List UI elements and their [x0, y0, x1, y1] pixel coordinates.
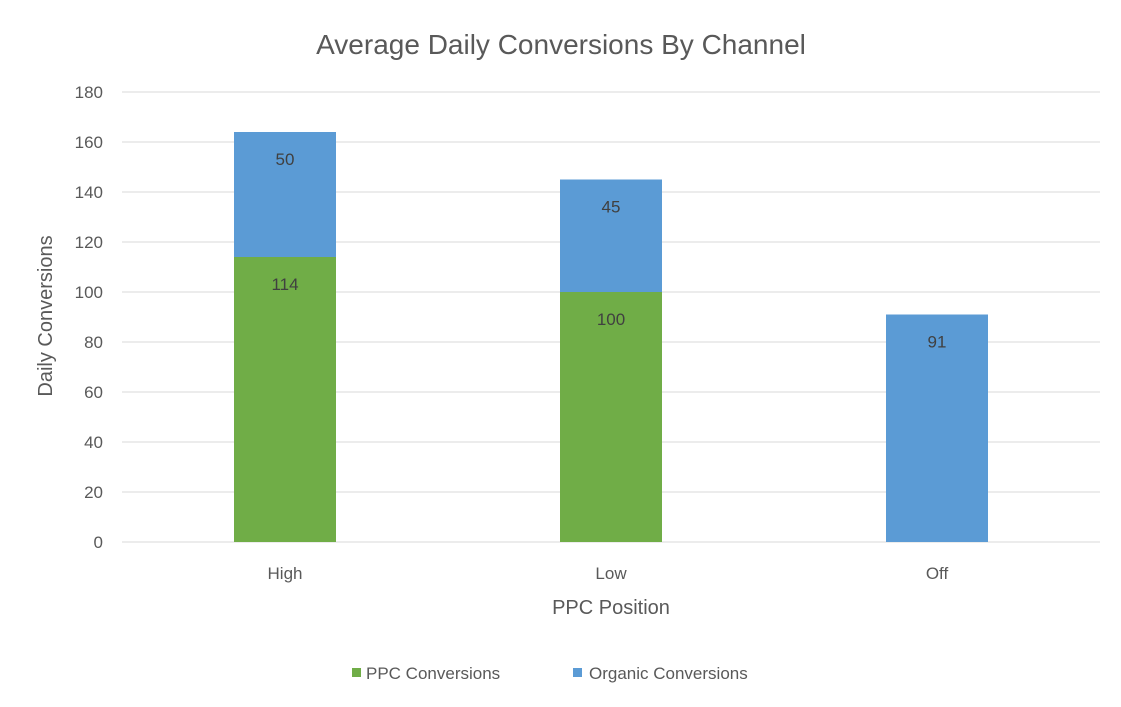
chart-title: Average Daily Conversions By Channel — [316, 29, 806, 60]
y-tick-label: 20 — [84, 483, 103, 502]
x-tick-label-low: Low — [595, 564, 627, 583]
data-label-high-organic-conversions: 50 — [276, 150, 295, 169]
y-tick-label: 140 — [75, 183, 103, 202]
legend-label-ppc-conversions: PPC Conversions — [366, 664, 500, 683]
y-tick-label: 80 — [84, 333, 103, 352]
legend: PPC Conversions Organic Conversions — [352, 664, 748, 683]
bar-off-organic-conversions — [886, 314, 988, 542]
y-tick-label: 0 — [94, 533, 103, 552]
legend-swatch-organic-conversions — [573, 668, 582, 677]
bar-high-ppc-conversions — [234, 257, 336, 542]
x-axis-ticks: High Low Off — [268, 564, 949, 583]
data-label-high-ppc-conversions: 114 — [271, 275, 298, 294]
x-tick-label-off: Off — [926, 564, 949, 583]
x-tick-label-high: High — [268, 564, 303, 583]
y-tick-label: 40 — [84, 433, 103, 452]
x-axis-title: PPC Position — [552, 597, 670, 619]
y-tick-label: 160 — [75, 133, 103, 152]
data-label-low-organic-conversions: 45 — [602, 198, 621, 217]
bars — [234, 132, 988, 542]
data-labels: 114 50 100 45 91 — [271, 150, 946, 352]
y-tick-label: 100 — [75, 283, 103, 302]
legend-label-organic-conversions: Organic Conversions — [589, 664, 748, 683]
y-tick-label: 180 — [75, 83, 103, 102]
bar-low-ppc-conversions — [560, 292, 662, 542]
legend-swatch-ppc-conversions — [352, 668, 361, 677]
y-axis-ticks: 0 20 40 60 80 100 120 140 160 180 — [75, 83, 103, 552]
y-axis-title: Daily Conversions — [35, 235, 57, 396]
y-tick-label: 120 — [75, 233, 103, 252]
bar-low-organic-conversions — [560, 179, 662, 292]
bar-high-organic-conversions — [234, 132, 336, 257]
data-label-off-organic-conversions: 91 — [928, 333, 947, 352]
data-label-low-ppc-conversions: 100 — [597, 310, 625, 329]
y-tick-label: 60 — [84, 383, 103, 402]
